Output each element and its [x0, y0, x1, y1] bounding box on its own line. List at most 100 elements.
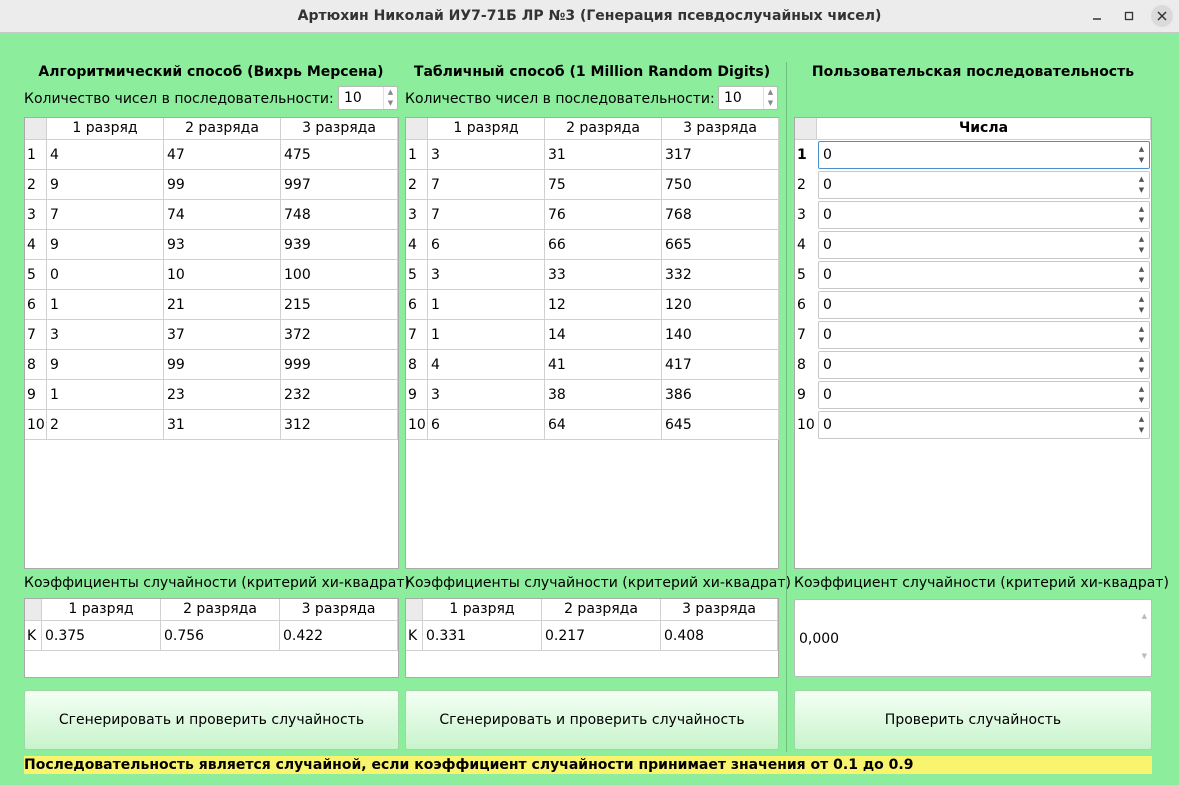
table-cell[interactable]: 6	[428, 230, 545, 260]
table-cell[interactable]: 74	[164, 200, 281, 230]
row-header[interactable]: 3	[406, 200, 428, 230]
table-cell[interactable]: 99	[164, 170, 281, 200]
table-cell[interactable]: 0	[47, 260, 164, 290]
table-cell[interactable]: 6	[428, 410, 545, 440]
table-cell[interactable]: 997	[281, 170, 398, 200]
table-cell[interactable]: 999	[281, 350, 398, 380]
algo-count-spinbox[interactable]: 10 ▲ ▼	[338, 86, 398, 110]
table-cell[interactable]: 3	[428, 380, 545, 410]
coef-cell[interactable]: 0.331	[423, 621, 542, 651]
row-header[interactable]: 6	[25, 290, 47, 320]
column-header[interactable]: 3 разряда	[662, 118, 779, 140]
number-spinbox[interactable]: 0 ▲ ▼	[818, 381, 1150, 409]
number-spinbox[interactable]: 0 ▲ ▼	[818, 321, 1150, 349]
number-spinbox[interactable]: 0 ▲ ▼	[818, 351, 1150, 379]
table-cell[interactable]: 7	[428, 170, 545, 200]
number-spinbox[interactable]: 0 ▲ ▼	[818, 411, 1150, 439]
column-header[interactable]: 1 разряд	[42, 599, 161, 621]
table-sequence-table[interactable]: 1 разряд 2 разряда 3 разряда 1 3 31 317 2 7 75 750…	[405, 117, 779, 569]
spin-up-icon[interactable]: ▲	[1138, 205, 1145, 213]
column-header[interactable]: 1 разряд	[428, 118, 545, 140]
coef-cell[interactable]: 0.756	[161, 621, 280, 651]
scroll-down-icon[interactable]: ▼	[1141, 652, 1147, 660]
column-header[interactable]: 2 разряда	[542, 599, 661, 621]
spin-up-icon[interactable]: ▲	[1138, 295, 1145, 303]
algo-sequence-table[interactable]: 1 разряд 2 разряда 3 разряда 1 4 47 475 2 9 99 997…	[24, 117, 399, 569]
table-cell[interactable]: 317	[662, 140, 779, 170]
table-cell[interactable]: 1	[47, 380, 164, 410]
number-spinbox[interactable]: 0 ▲ ▼	[818, 171, 1150, 199]
spin-down-icon[interactable]: ▼	[1138, 306, 1145, 314]
user-sequence-table[interactable]: Числа 1 0 ▲ ▼ 2 0 ▲ ▼ 3 0 ▲ ▼ 4 0 ▲ ▼ 5 0 ▲ ▼ 6 0 ▲ ▼ 7 0 ▲ ▼ 8 0 ▲ ▼ 9 0 ▲…	[794, 117, 1152, 569]
row-header[interactable]: 3	[795, 200, 817, 230]
table-cell[interactable]: 1	[428, 320, 545, 350]
row-header[interactable]: 2	[25, 170, 47, 200]
table-coef-table[interactable]: 1 разряд 2 разряда 3 разряда K 0.331 0.217 0.4…	[405, 598, 779, 678]
table-cell[interactable]: 1	[47, 290, 164, 320]
row-header[interactable]: 8	[795, 350, 817, 380]
spin-up-icon[interactable]: ▲	[767, 88, 774, 96]
table-cell[interactable]: 47	[164, 140, 281, 170]
row-header[interactable]: 6	[406, 290, 428, 320]
table-cell[interactable]: 332	[662, 260, 779, 290]
row-header[interactable]: 9	[795, 380, 817, 410]
coef-cell[interactable]: 0.217	[542, 621, 661, 651]
row-header[interactable]: 5	[25, 260, 47, 290]
table-cell[interactable]: 750	[662, 170, 779, 200]
table-cell[interactable]: 9	[47, 230, 164, 260]
row-header[interactable]: 10	[406, 410, 428, 440]
table-cell[interactable]: 41	[545, 350, 662, 380]
table-cell[interactable]: 417	[662, 350, 779, 380]
table-cell[interactable]: 93	[164, 230, 281, 260]
algo-coef-table[interactable]: 1 разряд 2 разряда 3 разряда K 0.375 0.756 0.4…	[24, 598, 399, 678]
coef-cell[interactable]: 0.375	[42, 621, 161, 651]
table-cell[interactable]: 9	[47, 350, 164, 380]
table-cell[interactable]: 38	[545, 380, 662, 410]
row-header[interactable]: 2	[406, 170, 428, 200]
table-cell[interactable]: 9	[47, 170, 164, 200]
table-cell[interactable]: 76	[545, 200, 662, 230]
table-cell[interactable]: 10	[164, 260, 281, 290]
coef-cell[interactable]: 0.422	[280, 621, 398, 651]
row-header[interactable]: 9	[25, 380, 47, 410]
table-cell[interactable]: 21	[164, 290, 281, 320]
table-cell[interactable]: 14	[545, 320, 662, 350]
table-cell[interactable]: 748	[281, 200, 398, 230]
scroll-up-icon[interactable]: ▲	[1141, 612, 1147, 620]
table-cell[interactable]: 3	[428, 140, 545, 170]
table-cell[interactable]: 939	[281, 230, 398, 260]
column-header[interactable]: 1 разряд	[47, 118, 164, 140]
row-header[interactable]: 5	[406, 260, 428, 290]
row-header[interactable]: 9	[406, 380, 428, 410]
column-header[interactable]: 2 разряда	[161, 599, 280, 621]
spin-down-icon[interactable]: ▼	[1138, 246, 1145, 254]
spin-up-icon[interactable]: ▲	[1138, 385, 1145, 393]
row-header[interactable]: 4	[795, 230, 817, 260]
spin-up-icon[interactable]: ▲	[1138, 235, 1145, 243]
row-header[interactable]: 6	[795, 290, 817, 320]
table-cell[interactable]: 31	[164, 410, 281, 440]
table-cell[interactable]: 386	[662, 380, 779, 410]
column-header[interactable]: 3 разряда	[280, 599, 398, 621]
table-cell[interactable]: 64	[545, 410, 662, 440]
number-spinbox[interactable]: 0 ▲ ▼	[818, 261, 1150, 289]
column-header[interactable]: 3 разряда	[661, 599, 778, 621]
number-spinbox[interactable]: 0 ▲ ▼	[818, 231, 1150, 259]
table-cell[interactable]: 3	[47, 320, 164, 350]
row-header[interactable]: 7	[406, 320, 428, 350]
minimize-icon[interactable]	[1086, 5, 1108, 27]
maximize-icon[interactable]	[1118, 5, 1140, 27]
table-cell[interactable]: 475	[281, 140, 398, 170]
spin-up-icon[interactable]: ▲	[1138, 415, 1145, 423]
row-header[interactable]: K	[406, 621, 423, 651]
table-cell[interactable]: 140	[662, 320, 779, 350]
number-spinbox[interactable]: 0 ▲ ▼	[818, 201, 1150, 229]
number-spinbox[interactable]: 0 ▲ ▼	[818, 141, 1150, 169]
table-cell[interactable]: 99	[164, 350, 281, 380]
spin-down-icon[interactable]: ▼	[1138, 336, 1145, 344]
row-header[interactable]: 7	[25, 320, 47, 350]
coef-cell[interactable]: 0.408	[661, 621, 778, 651]
table-cell[interactable]: 7	[428, 200, 545, 230]
table-cell[interactable]: 1	[428, 290, 545, 320]
table-cell[interactable]: 768	[662, 200, 779, 230]
